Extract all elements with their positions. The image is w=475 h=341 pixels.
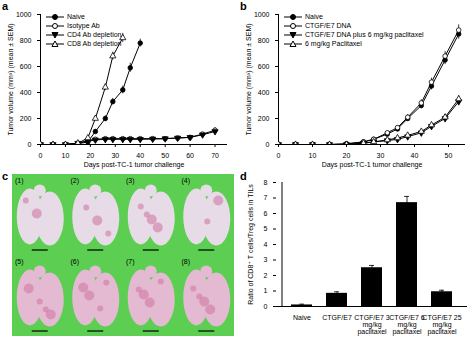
- svg-text:400: 400: [20, 89, 32, 96]
- svg-text:30: 30: [111, 152, 119, 159]
- svg-text:20: 20: [86, 152, 94, 159]
- svg-text:1: 1: [264, 287, 268, 294]
- html-text:d: d: [240, 170, 247, 182]
- svg-text:0: 0: [264, 303, 268, 310]
- svg-text:10: 10: [309, 152, 317, 159]
- svg-text:40: 40: [136, 152, 144, 159]
- svg-text:Naive: Naive: [293, 314, 311, 321]
- svg-text:CTGF/E7: CTGF/E7: [322, 314, 352, 321]
- svg-text:200: 200: [20, 115, 32, 122]
- svg-text:1000: 1000: [254, 11, 270, 18]
- svg-text:200: 200: [258, 115, 270, 122]
- svg-text:(6): (6): [71, 258, 80, 266]
- svg-text:7: 7: [264, 194, 268, 201]
- svg-text:30: 30: [377, 152, 385, 159]
- html-text:Naive: Naive: [67, 13, 85, 20]
- html-text:c: c: [2, 170, 9, 182]
- svg-text:1000: 1000: [16, 11, 32, 18]
- svg-text:Tumor volume (mm³) (mean ± SEM: Tumor volume (mm³) (mean ± SEM): [7, 23, 15, 135]
- svg-text:50: 50: [161, 152, 169, 159]
- html-text:CTGF/E7 DNA plus 6 mg/kg pacli: CTGF/E7 DNA plus 6 mg/kg paclitaxel: [305, 31, 424, 38]
- svg-text:CTGF/E7 3mg/kgpaclitaxel: CTGF/E7 3mg/kgpaclitaxel: [354, 314, 390, 336]
- svg-text:800: 800: [258, 37, 270, 44]
- svg-text:(5): (5): [15, 258, 24, 266]
- svg-text:Tumor volume (mm³) (mean ± SEM: Tumor volume (mm³) (mean ± SEM): [245, 23, 253, 135]
- svg-text:CTGF/E7 6mg/kgpaclitaxel: CTGF/E7 6mg/kgpaclitaxel: [389, 314, 425, 336]
- html-text:CD4 Ab depletion: CD4 Ab depletion: [67, 31, 122, 38]
- svg-text:(2): (2): [71, 177, 80, 185]
- svg-text:0: 0: [28, 141, 32, 148]
- svg-text:6: 6: [264, 210, 268, 217]
- svg-text:50: 50: [445, 152, 453, 159]
- svg-text:CTGF/E7 25mg/kgpaclitaxel: CTGF/E7 25mg/kgpaclitaxel: [422, 314, 461, 336]
- svg-text:0: 0: [39, 152, 43, 159]
- svg-text:600: 600: [20, 63, 32, 70]
- svg-text:70: 70: [211, 152, 219, 159]
- svg-text:2: 2: [264, 272, 268, 279]
- svg-text:Ratio of CD8⁺ T cells/Treg cel: Ratio of CD8⁺ T cells/Treg cells in TILs: [247, 184, 255, 305]
- html-text:a: a: [2, 0, 9, 12]
- svg-text:(7): (7): [126, 258, 135, 266]
- svg-text:Days post-TC-1 tumor challenge: Days post-TC-1 tumor challenge: [322, 161, 423, 169]
- svg-text:400: 400: [258, 89, 270, 96]
- svg-text:3: 3: [264, 256, 268, 263]
- svg-text:800: 800: [20, 37, 32, 44]
- svg-text:Days post-TC-1 tumor challenge: Days post-TC-1 tumor challenge: [84, 161, 185, 169]
- svg-text:4: 4: [264, 241, 268, 248]
- svg-text:60: 60: [186, 152, 194, 159]
- svg-text:5: 5: [264, 225, 268, 232]
- svg-text:20: 20: [343, 152, 351, 159]
- svg-text:10: 10: [62, 152, 70, 159]
- svg-text:(3): (3): [126, 177, 135, 185]
- html-text:Isotype Ab: Isotype Ab: [67, 22, 100, 29]
- svg-text:(4): (4): [182, 177, 191, 185]
- svg-text:0: 0: [277, 152, 281, 159]
- html-text:CTGF/E7 DNA: CTGF/E7 DNA: [305, 22, 352, 29]
- svg-text:(8): (8): [182, 258, 191, 266]
- svg-text:8: 8: [264, 179, 268, 186]
- html-text:CD8 Ab depletion: CD8 Ab depletion: [67, 40, 122, 47]
- svg-text:600: 600: [258, 63, 270, 70]
- html-text:Naive: Naive: [305, 13, 323, 20]
- html-text:6 mg/kg Paclitaxel: 6 mg/kg Paclitaxel: [305, 40, 362, 47]
- svg-text:(1): (1): [15, 177, 24, 185]
- html-text:b: b: [240, 0, 247, 12]
- svg-text:40: 40: [411, 152, 419, 159]
- svg-text:0: 0: [266, 141, 270, 148]
